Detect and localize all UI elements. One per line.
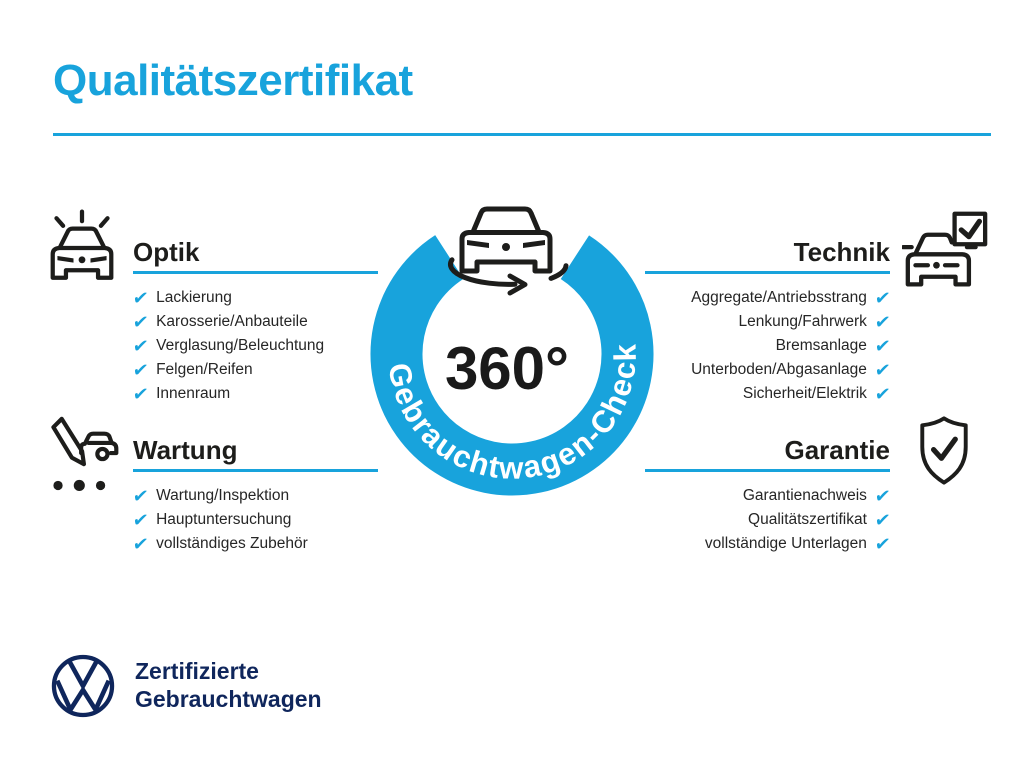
- check-icon: ✔: [131, 360, 150, 380]
- check-icon: ✔: [873, 288, 892, 308]
- checklist-technik: ✔ Aggregate/Antriebsstrang ✔ Lenkung/Fahrwe…: [590, 286, 892, 406]
- checklist-item: ✔ Felgen/Reifen: [131, 358, 433, 382]
- badge-ring: [370, 212, 654, 496]
- checklist-item: ✔ Karosserie/Anbauteile: [131, 310, 433, 334]
- title-divider: [53, 133, 991, 136]
- section-title-garantie: Garantie: [784, 435, 891, 465]
- page-title: Qualitätszertifikat: [53, 56, 413, 105]
- check-icon: ✔: [131, 384, 150, 404]
- checklist-item-label: Sicherheit/Elektrik: [742, 385, 867, 402]
- checklist-item: ✔ Garantienachweis: [590, 484, 892, 508]
- checklist-item-label: Garantienachweis: [742, 487, 867, 504]
- section-underline: [645, 271, 890, 274]
- check-icon: ✔: [131, 534, 150, 554]
- check-icon: ✔: [131, 312, 150, 332]
- checklist-item-label: vollständige Unterlagen: [704, 535, 867, 552]
- car-rotate-icon: [448, 206, 569, 296]
- section-garantie: Garantie ✔ Garantienachweis ✔ Qualitätszert…: [590, 435, 892, 556]
- section-underline: [133, 469, 378, 472]
- footer-line2: Gebrauchtwagen: [135, 686, 322, 712]
- footer-brand-text: Zertifizierte Gebrauchtwagen: [135, 657, 322, 713]
- check-icon: ✔: [873, 486, 892, 506]
- checklist-item: ✔ vollständige Unterlagen: [590, 532, 892, 556]
- shield-check-icon: [920, 416, 968, 485]
- footer-line1: Zertifizierte: [135, 658, 259, 684]
- section-wartung: Wartung ✔ Wartung/Inspektion ✔ Hauptuntersu…: [131, 435, 433, 556]
- checklist-item: ✔ Innenraum: [131, 382, 433, 406]
- car-checkbox-icon: [902, 211, 988, 287]
- check-icon: ✔: [873, 384, 892, 404]
- checklist-optik: ✔ Lackierung ✔ Karosserie/Anbauteile ✔ Vergla…: [131, 286, 433, 406]
- check-icon: ✔: [131, 486, 150, 506]
- check-icon: ✔: [873, 360, 892, 380]
- section-title-wartung: Wartung: [133, 435, 238, 465]
- badge-value: 360°: [445, 335, 569, 402]
- checklist-item: ✔ Sicherheit/Elektrik: [590, 382, 892, 406]
- checklist-item: ✔ Lackierung: [131, 286, 433, 310]
- section-title-technik: Technik: [793, 237, 890, 267]
- checklist-item: ✔ Lenkung/Fahrwerk: [590, 310, 892, 334]
- checklist-item: ✔ vollständiges Zubehör: [131, 532, 433, 556]
- checklist-item-label: Unterboden/Abgasanlage: [691, 361, 867, 378]
- checklist-item: ✔ Wartung/Inspektion: [131, 484, 433, 508]
- check-icon: ✔: [131, 288, 150, 308]
- checklist-item: ✔ Unterboden/Abgasanlage: [590, 358, 892, 382]
- check-icon: ✔: [873, 534, 892, 554]
- checklist-item: ✔ Verglasung/Beleuchtung: [131, 334, 433, 358]
- pencil-car-icon: [51, 416, 119, 491]
- checklist-item: ✔ Bremsanlage: [590, 334, 892, 358]
- section-underline: [133, 271, 378, 274]
- checklist-item: ✔ Qualitätszertifikat: [590, 508, 892, 532]
- checklist-item-label: Lenkung/Fahrwerk: [738, 313, 867, 330]
- section-technik: Technik ✔ Aggregate/Antriebsstrang ✔ Lenkun…: [590, 237, 892, 406]
- checklist-garantie: ✔ Garantienachweis ✔ Qualitätszertifikat ✔ vo…: [590, 484, 892, 556]
- checklist-item-label: Wartung/Inspektion: [156, 487, 290, 504]
- checklist-item-label: Qualitätszertifikat: [748, 511, 867, 528]
- check-icon: ✔: [873, 336, 892, 356]
- checklist-wartung: ✔ Wartung/Inspektion ✔ Hauptuntersuchung ✔ vo…: [131, 484, 433, 556]
- checklist-item-label: Aggregate/Antriebsstrang: [691, 289, 867, 306]
- badge-360-check: Gebrauchtwagen-Check 360°: [370, 206, 654, 496]
- checklist-item-label: Felgen/Reifen: [156, 361, 253, 378]
- car-shine-icon: [50, 209, 114, 280]
- checklist-item-label: Innenraum: [156, 385, 231, 402]
- checklist-item-label: vollständiges Zubehör: [156, 535, 308, 552]
- section-optik: Optik ✔ Lackierung ✔ Karosserie/Anbauteile ✔…: [131, 237, 433, 406]
- checklist-item: ✔ Hauptuntersuchung: [131, 508, 433, 532]
- section-underline: [645, 469, 890, 472]
- checklist-item-label: Verglasung/Beleuchtung: [156, 337, 325, 354]
- section-title-optik: Optik: [133, 237, 200, 267]
- check-icon: ✔: [131, 336, 150, 356]
- checklist-item-label: Bremsanlage: [775, 337, 867, 354]
- vw-logo: [51, 654, 115, 718]
- check-icon: ✔: [873, 510, 892, 530]
- checklist-item: ✔ Aggregate/Antriebsstrang: [590, 286, 892, 310]
- checklist-item-label: Hauptuntersuchung: [156, 511, 292, 528]
- check-icon: ✔: [873, 312, 892, 332]
- checklist-item-label: Lackierung: [156, 289, 232, 306]
- check-icon: ✔: [131, 510, 150, 530]
- checklist-item-label: Karosserie/Anbauteile: [156, 313, 308, 330]
